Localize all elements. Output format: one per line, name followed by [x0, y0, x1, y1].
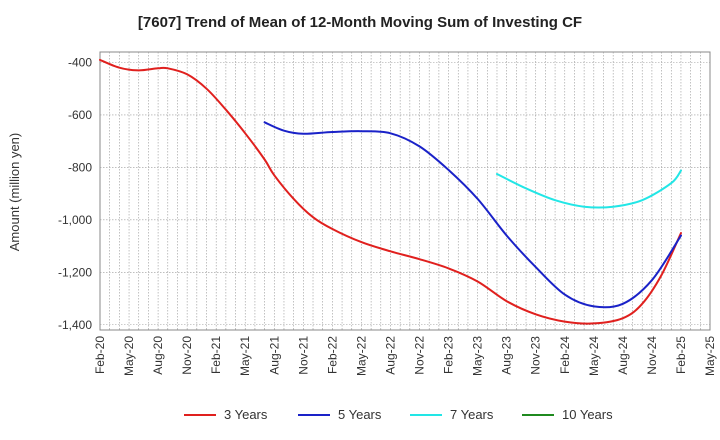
x-tick-label: May-24	[587, 336, 601, 376]
x-axis-ticks: Feb-20 May-20 Aug-20 Nov-20 Feb-21 May-21 Aug-…	[93, 336, 717, 376]
x-tick-label: Feb-22	[325, 336, 339, 374]
y-tick-label: -1,000	[58, 213, 92, 227]
chart-title: [7607] Trend of Mean of 12-Month Moving …	[137, 14, 583, 31]
x-tick-label: Nov-22	[413, 336, 427, 375]
series-line-3-years	[99, 58, 682, 325]
grid-lines	[100, 52, 710, 330]
x-tick-label: Feb-25	[674, 336, 688, 374]
y-axis-ticks: -400 -600 -800 -1,000 -1,200 -1,400	[58, 55, 92, 331]
x-tick-label: May-23	[471, 336, 485, 376]
y-tick-label: -1,200	[58, 265, 92, 279]
x-tick-label: May-20	[122, 336, 136, 376]
legend-label: 10 Years	[562, 407, 613, 422]
x-tick-label: May-21	[238, 336, 252, 376]
series-line-7-years	[496, 169, 682, 209]
plot-frame	[99, 51, 711, 331]
legend: 3 Years 5 Years 7 Years 10 Years	[184, 407, 613, 422]
legend-label: 7 Years	[450, 407, 494, 422]
series-lines	[99, 58, 682, 325]
x-tick-label: Nov-21	[296, 336, 310, 375]
x-tick-label: Feb-20	[93, 336, 107, 374]
y-axis-label: Amount (million yen)	[7, 133, 22, 252]
x-tick-label: Nov-23	[529, 336, 543, 375]
x-tick-label: Aug-21	[267, 336, 281, 375]
x-tick-label: Nov-24	[645, 336, 659, 375]
x-tick-label: Nov-20	[180, 336, 194, 375]
legend-label: 5 Years	[338, 407, 382, 422]
plot-area	[99, 51, 711, 331]
x-tick-label: Aug-22	[383, 336, 397, 375]
x-tick-label: Aug-20	[151, 336, 165, 375]
x-tick-label: Feb-23	[442, 336, 456, 374]
y-tick-label: -800	[68, 160, 92, 174]
x-tick-label: Aug-23	[500, 336, 514, 375]
x-tick-label: Aug-24	[616, 336, 630, 375]
y-tick-label: -1,400	[58, 318, 92, 332]
legend-label: 3 Years	[224, 407, 268, 422]
series-line-5-years	[263, 121, 682, 309]
x-tick-label: May-25	[703, 336, 717, 376]
x-tick-label: May-22	[354, 336, 368, 376]
y-tick-label: -600	[68, 108, 92, 122]
y-tick-label: -400	[68, 55, 92, 69]
x-tick-label: Feb-24	[558, 336, 572, 374]
x-tick-label: Feb-21	[209, 336, 223, 374]
